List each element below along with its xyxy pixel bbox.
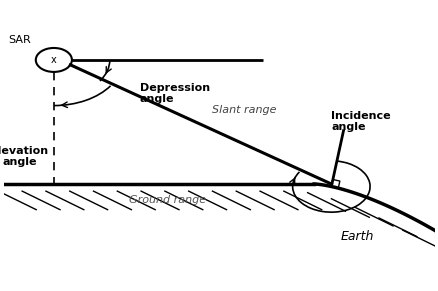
Text: Incidence
angle: Incidence angle: [331, 111, 390, 132]
Text: x: x: [51, 55, 57, 65]
Text: Ground range: Ground range: [129, 196, 206, 205]
Text: Depression
angle: Depression angle: [140, 83, 209, 104]
Text: Elevation
angle: Elevation angle: [0, 146, 49, 167]
Text: Slant range: Slant range: [212, 105, 276, 115]
Text: Earth: Earth: [340, 230, 373, 243]
Text: SAR: SAR: [8, 35, 31, 45]
